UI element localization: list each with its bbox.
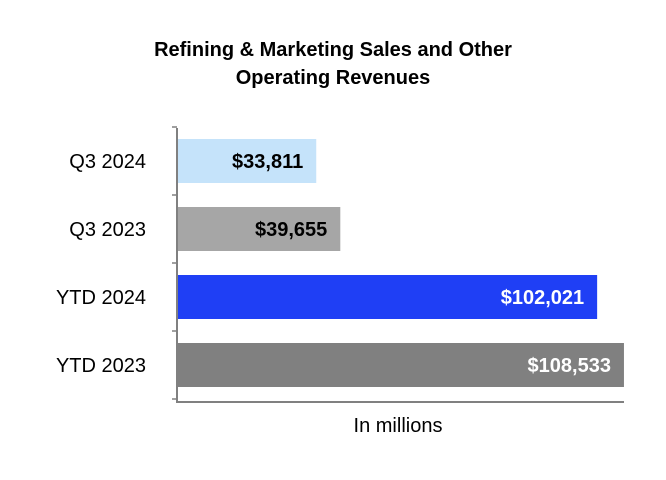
value-label-ytd-2024: $102,021	[501, 287, 584, 309]
x-axis-title: In millions	[354, 415, 443, 437]
bar-q3-2023	[177, 207, 341, 251]
category-label-q3-2023: Q3 2023	[69, 219, 146, 241]
category-label-q3-2024: Q3 2024	[69, 151, 146, 173]
category-label-ytd-2023: YTD 2023	[56, 355, 146, 377]
bar-ytd-2023	[177, 343, 624, 387]
chart-title-line-2: Operating Revenues	[235, 67, 431, 89]
chart-title-line-1: Refining & Marketing Sales and Other	[154, 39, 512, 61]
value-label-q3-2024: $33,811	[232, 151, 303, 173]
category-label-ytd-2024: YTD 2024	[56, 287, 146, 309]
value-label-q3-2023: $39,655	[255, 219, 327, 241]
bar-ytd-2024	[177, 275, 598, 319]
value-label-ytd-2023: $108,533	[528, 355, 611, 377]
bar-q3-2024	[177, 139, 317, 183]
